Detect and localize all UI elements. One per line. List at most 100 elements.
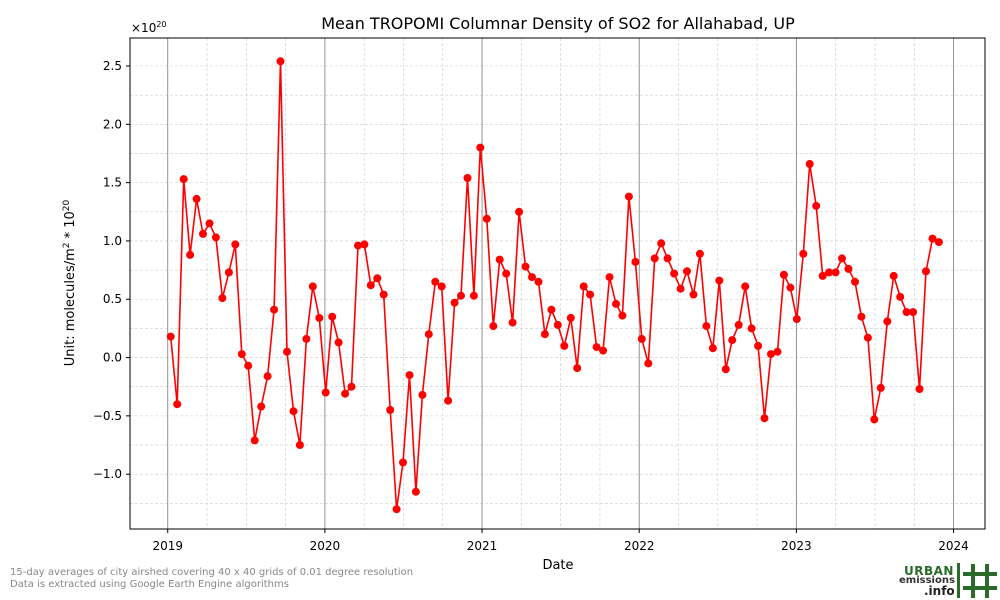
y-tick-label: −0.5	[93, 409, 122, 423]
data-point	[657, 239, 666, 248]
data-point	[315, 313, 324, 322]
grid	[130, 38, 985, 529]
data-point	[276, 57, 285, 66]
data-point	[560, 341, 569, 350]
data-point	[695, 249, 704, 258]
data-point	[244, 361, 253, 370]
data-point	[489, 322, 498, 331]
data-point	[683, 267, 691, 276]
data-point	[734, 320, 743, 329]
data-point	[631, 257, 640, 266]
data-point	[825, 268, 834, 277]
data-point	[450, 298, 459, 307]
data-point	[553, 320, 562, 329]
urban-emissions-logo: URBAN emissions .info	[898, 562, 1000, 600]
data-point	[767, 350, 775, 359]
data-point	[689, 290, 698, 299]
data-point	[495, 255, 504, 264]
data-point	[650, 254, 659, 263]
data-point	[786, 283, 795, 292]
data-point	[708, 344, 717, 353]
data-point	[205, 219, 214, 228]
data-point	[760, 414, 769, 423]
data-point	[592, 343, 601, 352]
data-point	[715, 276, 724, 285]
data-point	[637, 334, 646, 343]
data-point	[166, 332, 175, 341]
y-tick-label: 0.5	[103, 292, 122, 306]
chart-title: Mean TROPOMI Columnar Density of SO2 for…	[321, 14, 795, 33]
data-point	[302, 334, 311, 343]
data-point	[224, 268, 233, 277]
logo-word-emissions: emissions	[899, 575, 955, 586]
y-tick-label: 2.0	[103, 117, 122, 131]
data-point	[741, 282, 750, 291]
data-point	[418, 390, 427, 399]
footnote-line-1: 15-day averages of city airshed covering…	[10, 567, 414, 578]
data-point	[721, 365, 730, 374]
data-point	[876, 383, 885, 392]
data-point	[663, 254, 672, 263]
data-point	[431, 277, 440, 286]
footnote-line-2: Data is extracted using Google Earth Eng…	[10, 579, 289, 590]
data-point	[270, 305, 279, 314]
axes: 2019 2020 2021 2022 2023 2024 −1.0 −0.5 0.0 0.5 1.…	[93, 37, 986, 553]
x-tick-label: 2024	[938, 539, 969, 553]
data-point	[618, 311, 627, 320]
data-point	[779, 270, 788, 279]
data-point	[308, 282, 317, 291]
data-point	[676, 284, 685, 293]
data-point	[573, 364, 582, 373]
y-tick-label: 1.5	[103, 176, 122, 190]
data-point	[599, 346, 608, 355]
data-point	[179, 175, 188, 184]
data-point	[792, 315, 801, 324]
logo-word-info: .info	[924, 584, 955, 598]
data-point	[411, 487, 420, 496]
data-point	[851, 277, 859, 286]
y-tick-label: 0.0	[103, 351, 122, 365]
data-point	[915, 385, 924, 393]
data-point	[173, 400, 182, 409]
data-point	[186, 250, 195, 259]
data-point	[211, 233, 220, 242]
data-point	[289, 407, 298, 416]
data-point	[857, 312, 866, 321]
data-point	[379, 290, 388, 299]
data-point	[747, 324, 756, 333]
data-point	[502, 269, 511, 278]
data-point	[799, 249, 808, 258]
data-point	[670, 269, 679, 278]
data-point	[328, 312, 337, 321]
data-point	[566, 313, 575, 322]
data-point	[896, 292, 905, 301]
data-point	[773, 347, 782, 356]
data-point	[334, 338, 343, 347]
data-point	[218, 294, 227, 303]
x-tick-label: 2019	[152, 539, 183, 553]
x-axis-label: Date	[542, 558, 573, 573]
data-point	[444, 396, 453, 405]
data-point	[728, 336, 737, 345]
data-point	[754, 341, 763, 350]
data-point	[424, 330, 433, 339]
data-point	[883, 317, 892, 326]
data-point	[231, 240, 240, 249]
data-point	[476, 143, 485, 152]
data-point	[624, 192, 633, 201]
logo-divider	[957, 563, 960, 598]
data-point	[386, 406, 395, 414]
data-point	[399, 458, 407, 467]
data-point	[702, 322, 711, 331]
data-point	[540, 330, 549, 339]
x-tick-label: 2022	[624, 539, 655, 553]
data-point	[521, 262, 530, 271]
data-point	[515, 207, 524, 216]
data-point	[922, 267, 930, 276]
data-point	[831, 268, 840, 277]
data-point	[838, 254, 846, 263]
y-offset-label: ×1020	[131, 20, 167, 35]
x-tick-label: 2023	[781, 539, 812, 553]
data-point	[366, 281, 375, 290]
data-point	[909, 308, 918, 317]
